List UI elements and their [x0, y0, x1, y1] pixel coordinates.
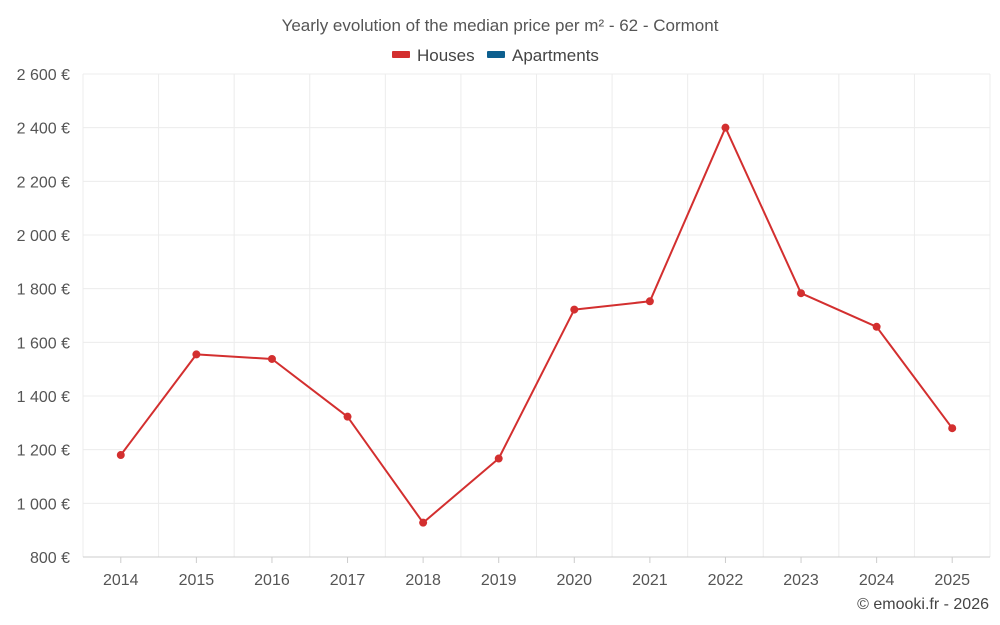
grid — [82, 73, 991, 558]
y-tick-label: 2 200 € — [17, 174, 70, 191]
x-tick-label: 2020 — [556, 572, 592, 589]
data-point-houses-2015[interactable] — [192, 350, 201, 359]
x-tick-label: 2018 — [405, 572, 441, 589]
x-tick-label: 2024 — [859, 572, 895, 589]
data-point-houses-2014[interactable] — [116, 451, 125, 460]
legend-label-houses: Houses — [417, 46, 475, 65]
y-tick-label: 1 600 € — [17, 335, 70, 352]
y-axis: 2 600 € 2 400 € 2 200 € 2 000 € 1 800 € 1 600… — [17, 67, 70, 567]
series-layer — [116, 123, 957, 527]
data-point-houses-2017[interactable] — [343, 412, 352, 421]
y-tick-label: 800 € — [30, 550, 70, 567]
x-tick-label: 2017 — [330, 572, 366, 589]
data-point-houses-2020[interactable] — [570, 305, 579, 314]
data-point-houses-2018[interactable] — [419, 518, 428, 527]
y-tick-label: 2 000 € — [17, 228, 70, 245]
data-point-houses-2019[interactable] — [494, 454, 503, 463]
x-tick-label: 2021 — [632, 572, 668, 589]
y-tick-label: 2 400 € — [17, 121, 70, 138]
x-tick-label: 2014 — [103, 572, 139, 589]
data-point-houses-2016[interactable] — [267, 354, 276, 363]
y-tick-label: 2 600 € — [17, 67, 70, 84]
credit-text: © emooki.fr - 2026 — [857, 596, 989, 613]
data-point-houses-2023[interactable] — [797, 289, 806, 298]
x-tick-label: 2015 — [179, 572, 215, 589]
legend-swatch-houses — [392, 51, 410, 58]
x-tick-label: 2025 — [934, 572, 970, 589]
x-tick-label: 2023 — [783, 572, 819, 589]
y-tick-label: 1 800 € — [17, 282, 70, 299]
legend-swatch-apartments — [487, 51, 505, 58]
y-tick-label: 1 000 € — [17, 496, 70, 513]
x-tick-label: 2022 — [708, 572, 744, 589]
y-tick-label: 1 200 € — [17, 443, 70, 460]
data-point-houses-2021[interactable] — [645, 297, 654, 306]
legend-label-apartments: Apartments — [512, 46, 599, 65]
x-tick-label: 2019 — [481, 572, 517, 589]
x-axis: 2014 2015 2016 2017 2018 2019 2020 2021 2022 2023… — [83, 556, 990, 589]
legend-item-apartments[interactable]: Apartments — [487, 46, 599, 65]
data-point-houses-2025[interactable] — [948, 424, 957, 433]
legend: Houses Apartments — [392, 46, 599, 65]
legend-item-houses[interactable]: Houses — [392, 46, 475, 65]
data-point-houses-2024[interactable] — [872, 322, 881, 331]
y-tick-label: 1 400 € — [17, 389, 70, 406]
data-point-houses-2022[interactable] — [721, 123, 730, 132]
series-line-houses — [120, 126, 954, 524]
x-tick-label: 2016 — [254, 572, 290, 589]
chart-title: Yearly evolution of the median price per… — [282, 16, 719, 35]
